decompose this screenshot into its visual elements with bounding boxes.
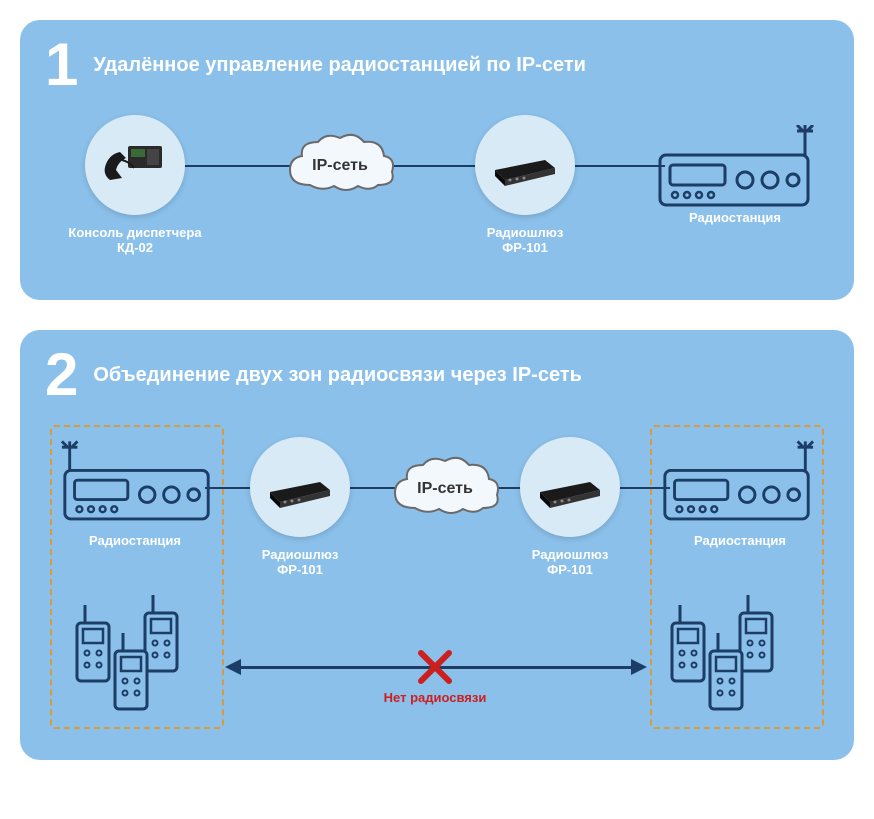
gateway-label-line2: ФР-101 [502,240,548,255]
gateway-label-line1: Радиошлюз [487,225,564,240]
radio-right-label: Радиостанция [670,533,810,548]
cloud-icon: IP-сеть [385,453,505,523]
radio-left-node [60,440,215,530]
cloud-node-2: IP-сеть [385,453,505,523]
gateway-icon [260,462,340,512]
handset-icon [100,140,170,190]
walkies-right [670,595,800,715]
radio-left-label: Радиостанция [65,533,205,548]
console-label: Консоль диспетчера КД-02 [65,225,205,255]
radio-icon [60,440,215,530]
radio-icon [660,440,815,530]
no-link-label: Нет радиосвязи [365,690,505,705]
cloud-text: IP-сеть [312,157,368,174]
radio-label: Радиостанция [665,210,805,225]
radio-icon [655,125,815,215]
gateway-node [475,115,575,215]
panel-2-diagram: Радиостанция Радиошлюз ФР-101 IP-сеть [45,425,829,735]
connector [565,165,665,167]
x-mark-icon [417,649,453,685]
cloud-icon: IP-сеть [280,130,400,200]
gateway-right-node [520,437,620,537]
arrow-right-head-icon [631,659,647,675]
console-label-line2: КД-02 [117,240,153,255]
radio-right-node [660,440,815,530]
walkie-icon [670,595,800,715]
panel-2-title: Объединение двух зон радиосвязи через IP… [93,364,582,387]
panel-1-diagram: Консоль диспетчера КД-02 IP-сеть Радиошл… [45,115,829,275]
gateway-label: Радиошлюз ФР-101 [455,225,595,255]
panel-2-header: 2 Объединение двух зон радиосвязи через … [45,345,829,405]
console-node [85,115,185,215]
radio-node [655,125,815,215]
panel-1-number: 1 [45,35,78,95]
gateway-left-label: Радиошлюз ФР-101 [230,547,370,577]
panel-2: 2 Объединение двух зон радиосвязи через … [20,330,854,760]
panel-1-header: 1 Удалённое управление радиостанцией по … [45,35,829,95]
gateway-icon [485,140,565,190]
arrow-left-head-icon [225,659,241,675]
gateway-right-label: Радиошлюз ФР-101 [500,547,640,577]
panel-2-number: 2 [45,345,78,405]
connector [175,165,295,167]
svg-text:IP-сеть: IP-сеть [417,480,473,497]
walkies-left [75,595,205,715]
walkie-icon [75,595,205,715]
gateway-icon [530,462,610,512]
panel-1: 1 Удалённое управление радиостанцией по … [20,20,854,300]
cloud-node: IP-сеть [280,130,400,200]
console-label-line1: Консоль диспетчера [68,225,201,240]
gateway-left-node [250,437,350,537]
panel-1-title: Удалённое управление радиостанцией по IP… [93,54,586,77]
